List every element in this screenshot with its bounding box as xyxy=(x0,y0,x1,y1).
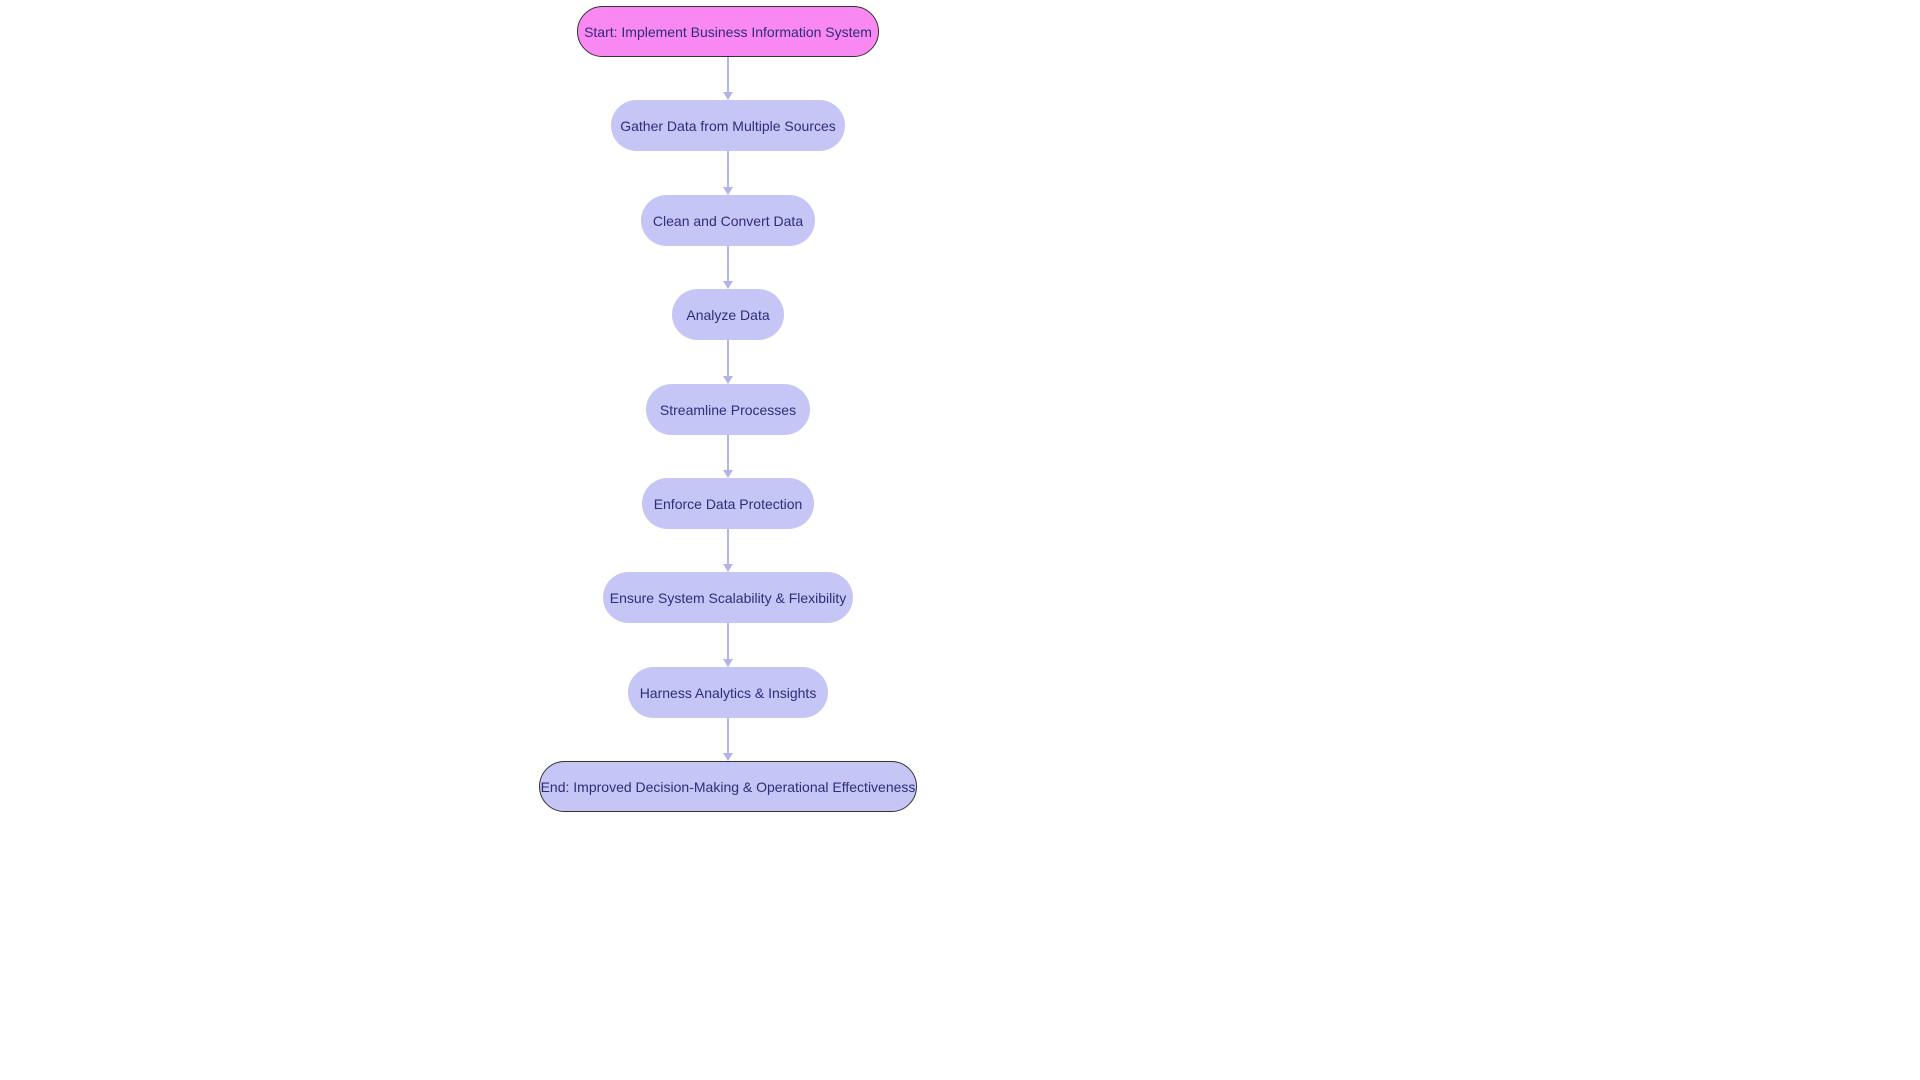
flowchart-edge-harness-end xyxy=(727,718,729,753)
flowchart-arrowhead-analyze xyxy=(723,281,733,289)
flowchart-arrowhead-harness xyxy=(723,659,733,667)
flowchart-arrowhead-enforce xyxy=(723,470,733,478)
flowchart-arrowhead-stream xyxy=(723,376,733,384)
flowchart-node-ensure: Ensure System Scalability & Flexibility xyxy=(603,572,853,623)
flowchart-edge-stream-enforce xyxy=(727,435,729,470)
flowchart-arrowhead-gather xyxy=(723,92,733,100)
flowchart-canvas: Start: Implement Business Information Sy… xyxy=(0,0,1920,1080)
flowchart-node-stream: Streamline Processes xyxy=(646,384,810,435)
flowchart-node-clean: Clean and Convert Data xyxy=(641,195,815,246)
flowchart-arrowhead-ensure xyxy=(723,564,733,572)
flowchart-arrowhead-end xyxy=(723,753,733,761)
flowchart-node-enforce: Enforce Data Protection xyxy=(642,478,814,529)
flowchart-node-analyze: Analyze Data xyxy=(672,289,784,340)
flowchart-edge-analyze-stream xyxy=(727,340,729,376)
flowchart-edge-gather-clean xyxy=(727,151,729,187)
flowchart-edge-start-gather xyxy=(727,57,729,92)
flowchart-node-harness: Harness Analytics & Insights xyxy=(628,667,828,718)
flowchart-node-start: Start: Implement Business Information Sy… xyxy=(577,6,879,57)
flowchart-node-end: End: Improved Decision-Making & Operatio… xyxy=(539,761,917,812)
flowchart-edge-clean-analyze xyxy=(727,246,729,281)
flowchart-edge-enforce-ensure xyxy=(727,529,729,564)
flowchart-node-gather: Gather Data from Multiple Sources xyxy=(611,100,845,151)
flowchart-arrowhead-clean xyxy=(723,187,733,195)
flowchart-edge-ensure-harness xyxy=(727,623,729,659)
